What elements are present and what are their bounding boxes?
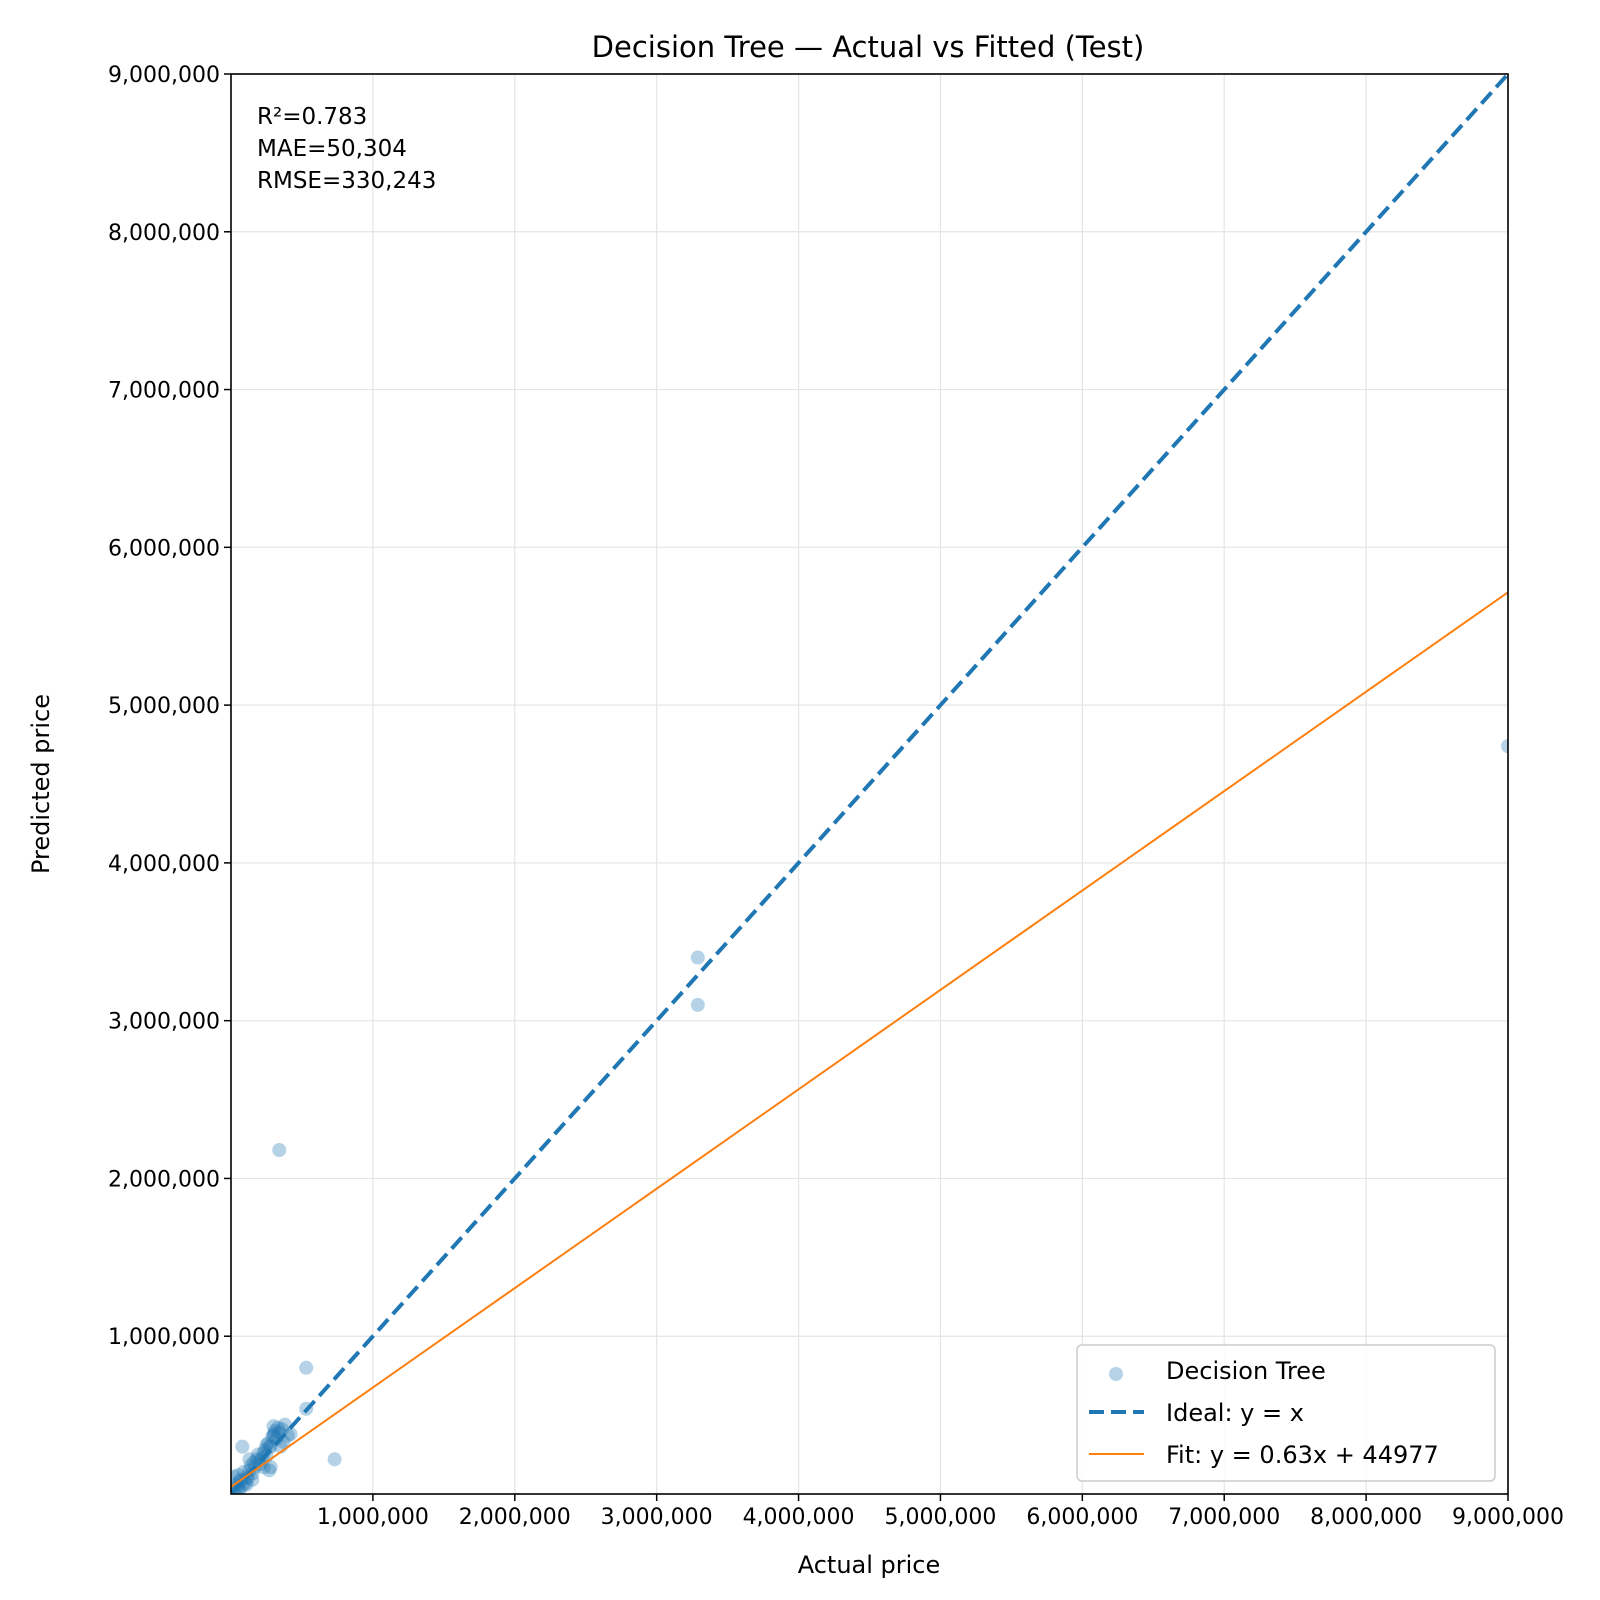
x-tick-label: 4,000,000 <box>743 1505 855 1530</box>
x-tick-label: 1,000,000 <box>317 1505 429 1530</box>
scatter-point <box>263 1460 278 1475</box>
y-tick-label: 9,000,000 <box>108 63 220 88</box>
scatter-point <box>246 1455 261 1470</box>
x-tick-label: 3,000,000 <box>601 1505 713 1530</box>
scatter-point <box>690 997 705 1012</box>
stats-box: R²=0.783 MAE=50,304 RMSE=330,243 <box>257 104 436 194</box>
ideal-line <box>231 74 1508 1494</box>
scatter-point <box>690 950 705 965</box>
scatter-point <box>249 1452 264 1467</box>
scatter-point <box>266 1419 281 1434</box>
legend-label: Fit: y = 0.63x + 44977 <box>1166 1441 1439 1469</box>
scatter-point <box>299 1360 314 1375</box>
scatter-point <box>283 1427 298 1442</box>
x-tick-label: 7,000,000 <box>1168 1505 1280 1530</box>
scatter-point <box>267 1423 282 1438</box>
legend-marker-scatter <box>1109 1367 1123 1381</box>
scatter-point <box>235 1439 250 1454</box>
scatter-point <box>272 1143 287 1158</box>
scatter-point <box>327 1452 342 1467</box>
y-tick-label: 5,000,000 <box>108 694 220 719</box>
scatter-point <box>1501 739 1508 754</box>
y-tick-label: 8,000,000 <box>108 221 220 246</box>
scatter-point <box>280 1428 295 1443</box>
scatter-point <box>242 1452 257 1467</box>
scatter-point <box>262 1439 277 1454</box>
y-tick-label: 4,000,000 <box>108 852 220 877</box>
x-tick-label: 6,000,000 <box>1026 1505 1138 1530</box>
stats-line: R²=0.783 <box>257 104 367 130</box>
plot-frame <box>230 73 1509 1495</box>
stats-line: RMSE=330,243 <box>257 168 436 194</box>
legend-label: Ideal: y = x <box>1166 1399 1304 1427</box>
legend-label: Decision Tree <box>1166 1357 1326 1385</box>
fit-line <box>231 591 1508 1488</box>
y-tick-label: 1,000,000 <box>108 1325 220 1350</box>
y-tick-label: 3,000,000 <box>108 1010 220 1035</box>
y-tick-label: 6,000,000 <box>108 536 220 561</box>
x-tick-label: 2,000,000 <box>459 1505 571 1530</box>
scatter-point <box>259 1438 274 1453</box>
scatter-point <box>266 1427 281 1442</box>
scatter-point <box>265 1430 280 1445</box>
axis-ticks: 1,000,000 2,000,000 3,000,000 4,000,000 5,00… <box>108 63 1564 1530</box>
y-axis-label: Predicted price <box>27 694 55 874</box>
scatter-point <box>262 1463 277 1478</box>
y-tick-label: 7,000,000 <box>108 379 220 404</box>
scatter-point <box>239 1477 254 1492</box>
legend-box <box>1076 1344 1496 1482</box>
x-tick-label: 9,000,000 <box>1452 1505 1564 1530</box>
scatter-point <box>260 1436 275 1451</box>
scatter-point <box>266 1428 281 1443</box>
x-tick-label: 8,000,000 <box>1310 1505 1422 1530</box>
scatter-point <box>241 1471 256 1486</box>
stats-line: MAE=50,304 <box>257 136 407 162</box>
legend: Decision Tree Ideal: y = x Fit: y = 0.63x … <box>1076 1344 1496 1482</box>
scatter-point <box>277 1417 292 1432</box>
y-tick-label: 2,000,000 <box>108 1167 220 1192</box>
plot-series <box>231 74 1508 1494</box>
x-tick-label: 5,000,000 <box>884 1505 996 1530</box>
x-axis-label: Actual price <box>798 1551 941 1579</box>
scatter-point <box>275 1422 290 1437</box>
plot-area <box>231 74 1508 1494</box>
scatter-point <box>256 1460 271 1475</box>
scatter-point <box>231 1469 241 1484</box>
chart-title: Decision Tree — Actual vs Fitted (Test) <box>592 30 1145 64</box>
scatter-point <box>270 1420 285 1435</box>
